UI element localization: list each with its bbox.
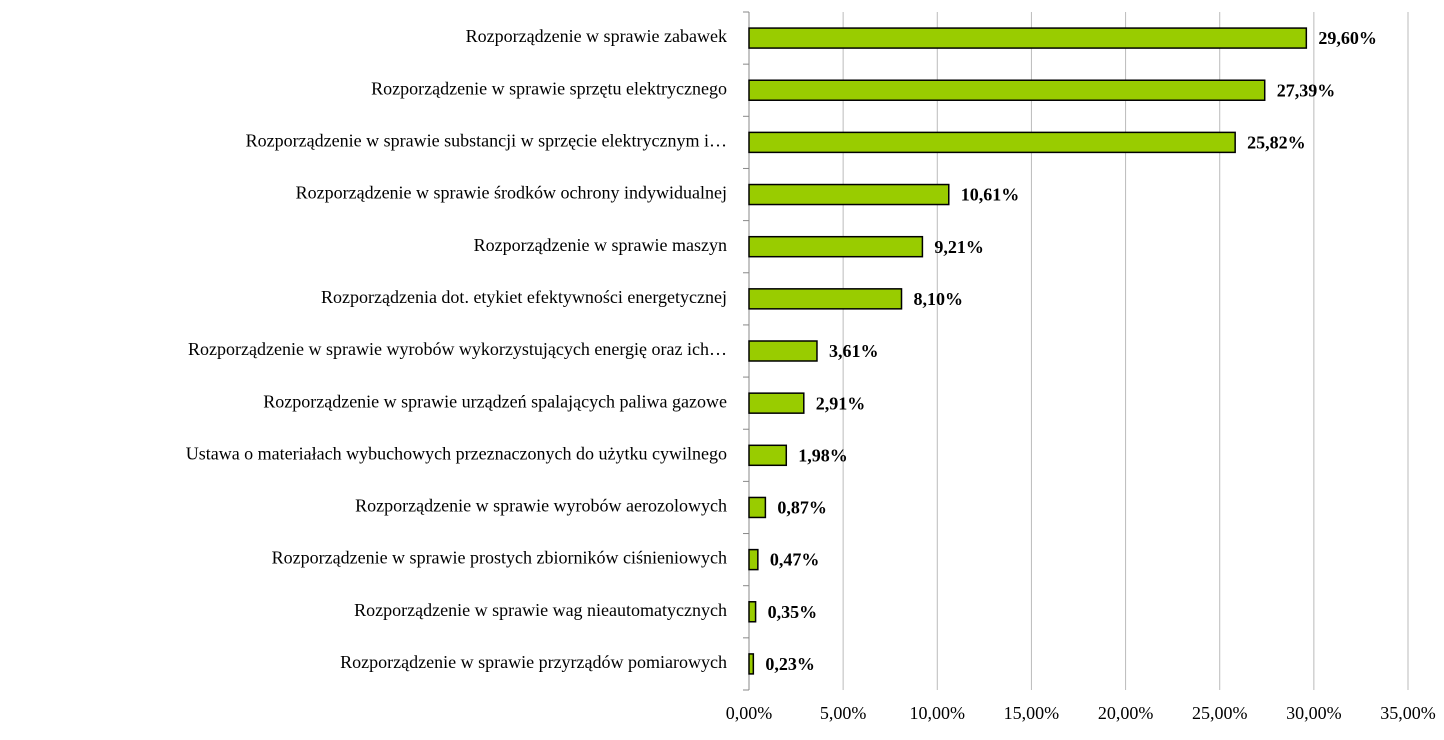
category-label: Rozporządzenie w sprawie przyrządów pomi…	[340, 652, 727, 672]
value-label: 9,21%	[934, 237, 984, 257]
bar	[748, 131, 1236, 154]
bar	[748, 392, 805, 414]
bar	[748, 340, 818, 362]
value-label: 0,35%	[768, 602, 818, 622]
category-label: Rozporządzenia dot. etykiet efektywności…	[321, 287, 727, 307]
category-label: Rozporządzenie w sprawie maszyn	[474, 235, 727, 255]
value-label: 0,47%	[770, 550, 820, 570]
value-label: 27,39%	[1277, 80, 1336, 100]
category-label: Rozporządzenie w sprawie wyrobów wykorzy…	[188, 339, 727, 359]
x-tick-label: 5,00%	[820, 703, 867, 723]
x-tick-label: 10,00%	[910, 703, 966, 723]
bar	[748, 548, 759, 571]
category-label: Rozporządzenie w sprawie wyrobów aerozol…	[355, 496, 727, 516]
x-tick-label: 30,00%	[1286, 703, 1342, 723]
bar	[748, 27, 1308, 49]
value-label: 2,91%	[816, 393, 866, 413]
x-tick-label: 0,00%	[726, 703, 773, 723]
x-tick-label: 15,00%	[1004, 703, 1060, 723]
category-label: Rozporządzenie w sprawie środków ochrony…	[296, 183, 727, 203]
bar	[748, 601, 757, 623]
value-label: 3,61%	[829, 341, 879, 361]
value-label: 0,87%	[777, 498, 827, 518]
value-label: 10,61%	[961, 185, 1020, 205]
category-label: Rozporządzenie w sprawie sprzętu elektry…	[371, 78, 727, 98]
x-tick-label: 35,00%	[1380, 703, 1436, 723]
value-label: 25,82%	[1247, 133, 1306, 153]
bar	[748, 235, 924, 258]
value-label: 0,23%	[765, 654, 815, 674]
value-label: 8,10%	[914, 289, 964, 309]
value-label: 29,60%	[1318, 28, 1377, 48]
category-label: Rozporządzenie w sprawie prostych zbiorn…	[272, 548, 727, 568]
value-label: 1,98%	[798, 445, 848, 465]
category-label: Rozporządzenie w sprawie urządzeń spalaj…	[263, 391, 727, 411]
bar	[748, 183, 950, 206]
bar	[748, 288, 903, 310]
x-tick-label: 20,00%	[1098, 703, 1154, 723]
bar	[748, 444, 788, 467]
bar	[748, 496, 767, 519]
category-label: Rozporządzenie w sprawie substancji w sp…	[246, 131, 727, 151]
category-label: Rozporządzenie w sprawie zabawek	[466, 26, 727, 46]
bar	[748, 79, 1266, 101]
x-tick-label: 25,00%	[1192, 703, 1248, 723]
category-label: Rozporządzenie w sprawie wag nieautomaty…	[354, 600, 727, 620]
category-label: Ustawa o materiałach wybuchowych przezna…	[186, 443, 727, 463]
bar	[748, 653, 755, 675]
